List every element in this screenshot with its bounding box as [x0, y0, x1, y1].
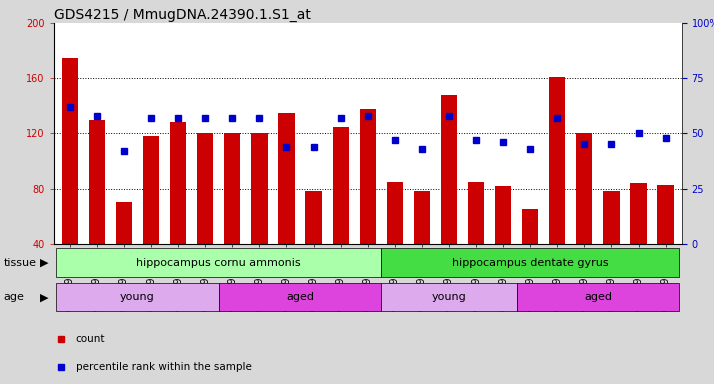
Bar [576, 134, 593, 244]
Bar [251, 134, 268, 244]
Text: hippocampus dentate gyrus: hippocampus dentate gyrus [452, 258, 608, 268]
Bar [413, 191, 430, 244]
Bar [549, 77, 565, 244]
Bar [170, 122, 186, 244]
Bar [116, 202, 132, 244]
Bar [381, 283, 517, 311]
Bar [658, 184, 674, 244]
Text: tissue: tissue [4, 258, 36, 268]
Text: age: age [4, 292, 24, 302]
Bar [333, 127, 348, 244]
Bar [441, 95, 457, 244]
Bar [603, 191, 620, 244]
Bar [381, 248, 679, 277]
Bar [630, 183, 647, 244]
Text: percentile rank within the sample: percentile rank within the sample [76, 362, 251, 372]
Bar [56, 283, 218, 311]
Text: ▶: ▶ [40, 258, 49, 268]
Text: hippocampus cornu ammonis: hippocampus cornu ammonis [136, 258, 301, 268]
Bar [224, 134, 241, 244]
Bar [306, 191, 322, 244]
Bar [56, 248, 381, 277]
Text: ▶: ▶ [40, 292, 49, 302]
Bar [468, 182, 484, 244]
Text: aged: aged [584, 292, 612, 302]
Text: young: young [431, 292, 466, 302]
Text: count: count [76, 334, 105, 344]
Bar [387, 182, 403, 244]
Bar [61, 58, 78, 244]
Bar [143, 136, 159, 244]
Bar [278, 113, 295, 244]
Bar [495, 186, 511, 244]
Text: aged: aged [286, 292, 314, 302]
Bar [218, 283, 381, 311]
Text: GDS4215 / MmugDNA.24390.1.S1_at: GDS4215 / MmugDNA.24390.1.S1_at [54, 8, 311, 22]
Bar [517, 283, 679, 311]
Bar [360, 109, 376, 244]
Bar [522, 209, 538, 244]
Bar [89, 120, 105, 244]
Text: young: young [120, 292, 155, 302]
Bar [197, 134, 213, 244]
